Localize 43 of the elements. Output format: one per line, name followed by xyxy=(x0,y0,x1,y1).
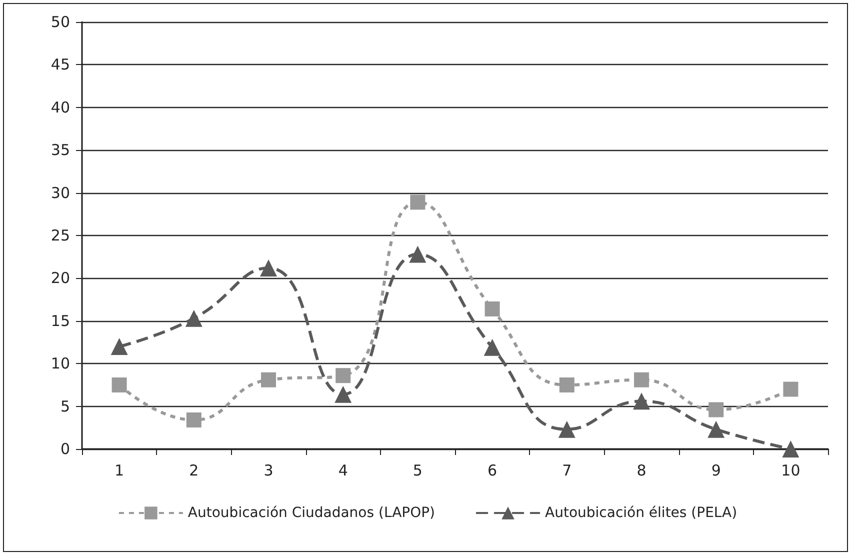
y-tick-label: 20 xyxy=(50,269,70,288)
point xyxy=(110,338,128,356)
y-tick-label: 15 xyxy=(50,312,70,330)
point xyxy=(783,382,798,397)
point xyxy=(410,194,426,210)
y-tick-label: 30 xyxy=(50,184,70,202)
y-tick-label: 35 xyxy=(50,141,70,160)
x-tick-label: 7 xyxy=(562,462,572,480)
y-tick-label: 25 xyxy=(50,226,70,244)
legend-label: Autoubicación élites (PELA) xyxy=(545,505,738,521)
x-tick-label: 4 xyxy=(338,462,348,480)
point xyxy=(112,377,127,392)
x-tick-label: 3 xyxy=(264,462,274,480)
point xyxy=(484,338,501,356)
legend-label: Autoubicación Ciudadanos (LAPOP) xyxy=(188,505,436,521)
y-tick-label: 40 xyxy=(50,98,70,116)
point xyxy=(558,420,576,438)
point xyxy=(336,368,351,384)
y-tick-label: 45 xyxy=(50,56,70,74)
point xyxy=(633,392,650,410)
point xyxy=(409,246,426,263)
point xyxy=(708,402,724,418)
point xyxy=(708,420,725,438)
point xyxy=(334,386,352,403)
point xyxy=(261,372,276,388)
point xyxy=(484,301,500,316)
x-tick-label: 5 xyxy=(412,462,422,480)
x-tick-label: 2 xyxy=(189,462,199,480)
y-tick-label: 5 xyxy=(60,397,70,416)
y-tick-label: 0 xyxy=(60,440,70,458)
y-tick-label: 50 xyxy=(50,13,70,31)
x-tick-label: 9 xyxy=(711,462,721,480)
point xyxy=(186,412,202,428)
point xyxy=(185,310,202,327)
point xyxy=(634,372,649,388)
x-tick-label: 8 xyxy=(636,462,646,480)
point xyxy=(782,440,800,458)
x-tick-label: 10 xyxy=(781,462,800,480)
point xyxy=(559,377,574,392)
point xyxy=(260,259,277,276)
y-tick-label: 10 xyxy=(50,354,70,373)
x-tick-label: 1 xyxy=(114,462,124,480)
x-tick-label: 6 xyxy=(488,462,498,480)
